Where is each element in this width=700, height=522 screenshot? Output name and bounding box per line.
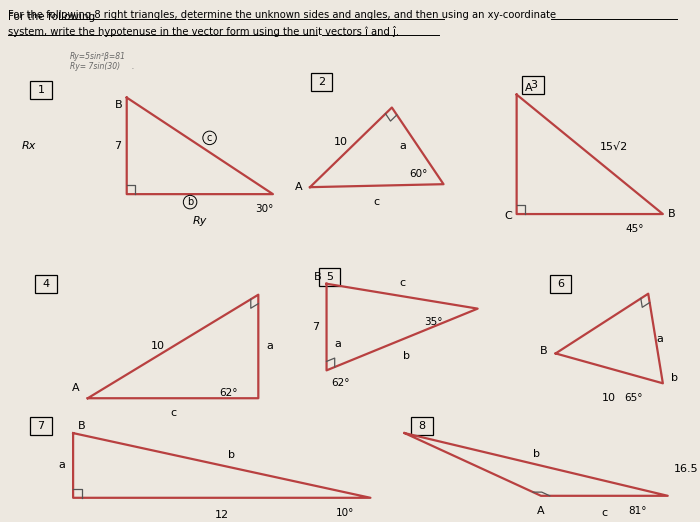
Text: 3: 3: [530, 80, 537, 90]
Text: b: b: [228, 450, 235, 460]
Text: 30°: 30°: [256, 204, 274, 214]
Bar: [318, 268, 340, 286]
Bar: [412, 417, 433, 435]
Text: b: b: [533, 449, 540, 459]
Text: 65°: 65°: [624, 393, 643, 404]
Text: 6: 6: [557, 279, 564, 289]
Text: A: A: [524, 82, 532, 92]
Text: 10: 10: [151, 341, 165, 351]
Text: 4: 4: [42, 279, 50, 289]
Text: b: b: [403, 351, 410, 361]
Text: b: b: [671, 373, 678, 383]
Text: 8: 8: [419, 421, 426, 431]
Text: 10: 10: [602, 393, 616, 404]
Text: 1: 1: [37, 85, 44, 94]
Text: 15√2: 15√2: [599, 141, 628, 151]
Text: b: b: [187, 197, 193, 207]
Text: A: A: [72, 383, 80, 393]
Text: 7: 7: [312, 322, 318, 332]
Text: B: B: [116, 100, 122, 110]
Text: 10: 10: [334, 137, 348, 147]
Text: c: c: [374, 197, 380, 207]
Bar: [550, 275, 571, 293]
Text: Rx: Rx: [22, 141, 36, 151]
Text: 7: 7: [37, 421, 45, 431]
Text: B: B: [540, 347, 548, 357]
Text: 45°: 45°: [626, 224, 644, 234]
Text: 10°: 10°: [336, 508, 355, 518]
Text: For the following: For the following: [8, 12, 98, 22]
Text: a: a: [335, 339, 341, 349]
Text: B: B: [668, 209, 676, 219]
Text: c: c: [399, 278, 405, 288]
Text: 7: 7: [113, 141, 121, 151]
Text: 62°: 62°: [219, 388, 238, 398]
Text: C: C: [504, 211, 512, 221]
Text: B: B: [78, 421, 85, 431]
Text: 60°: 60°: [410, 169, 428, 179]
Text: 35°: 35°: [424, 317, 442, 327]
Bar: [35, 275, 57, 293]
Bar: [30, 80, 52, 99]
Text: Ry= 7sin(30)     .: Ry= 7sin(30) .: [70, 62, 134, 70]
Text: system, write the hypotenuse in the vector form using the unit vectors î and ĵ.: system, write the hypotenuse in the vect…: [8, 26, 399, 37]
Text: c: c: [601, 508, 608, 518]
Bar: [522, 76, 544, 93]
Text: B: B: [314, 272, 322, 282]
Text: c: c: [170, 408, 176, 418]
Text: a: a: [656, 334, 663, 343]
Bar: [30, 417, 52, 435]
Text: Ry=5sin²β=81: Ry=5sin²β=81: [70, 52, 126, 61]
Text: 12: 12: [215, 510, 229, 520]
Text: 5: 5: [326, 272, 333, 282]
Text: 16.5: 16.5: [673, 465, 698, 474]
Text: a: a: [58, 460, 65, 470]
Text: Ry: Ry: [193, 216, 207, 226]
Text: For the following 8 right triangles, determine the unknown sides and angles, and: For the following 8 right triangles, det…: [8, 10, 556, 20]
Text: a: a: [266, 341, 273, 351]
Text: 81°: 81°: [629, 506, 648, 516]
Text: 2: 2: [318, 77, 326, 87]
Bar: [311, 73, 332, 91]
Text: 62°: 62°: [331, 378, 350, 388]
Text: c: c: [207, 133, 212, 143]
Text: A: A: [295, 182, 302, 192]
Text: a: a: [400, 141, 407, 151]
Text: A: A: [537, 506, 545, 516]
